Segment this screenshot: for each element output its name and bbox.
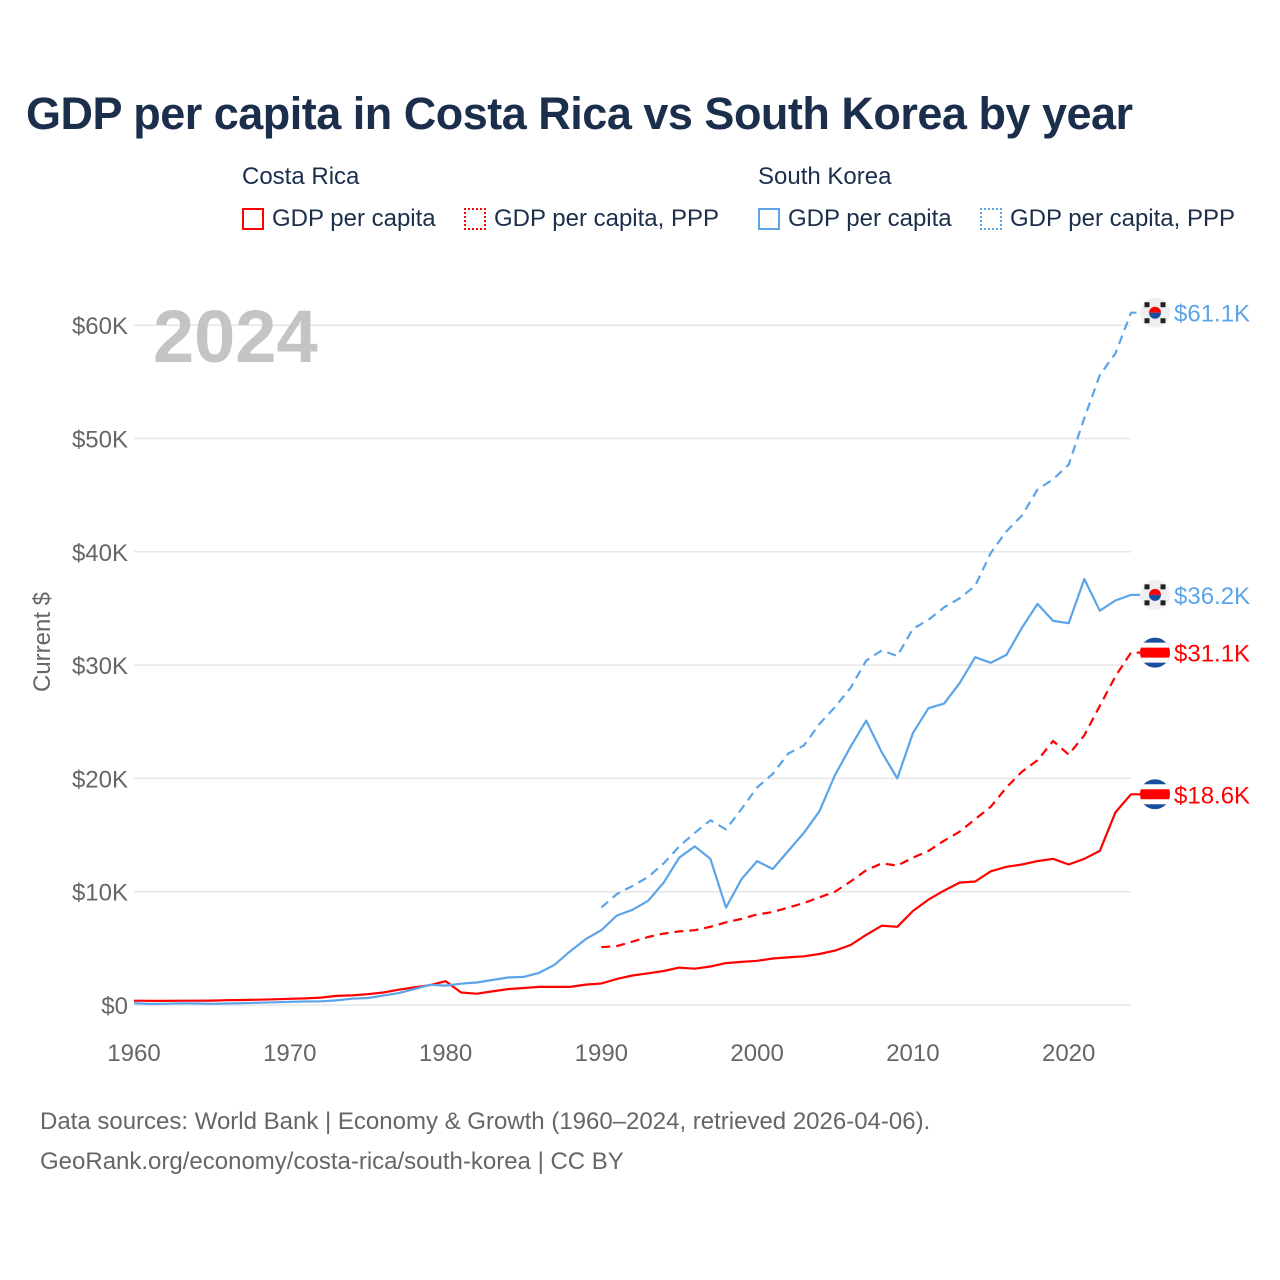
flag-trigram bbox=[1144, 584, 1150, 590]
flag-taegeuk-blue bbox=[1149, 594, 1161, 601]
flag-taegeuk-red bbox=[1149, 306, 1161, 313]
x-tick-label: 1960 bbox=[107, 1040, 160, 1067]
south-korea-flag-icon bbox=[1140, 297, 1170, 328]
legend-group-south-korea: South Korea bbox=[758, 163, 892, 190]
legend-group-costa-rica: Costa Rica bbox=[242, 163, 360, 190]
x-tick-label: 1990 bbox=[575, 1040, 628, 1067]
flag-trigram bbox=[1144, 302, 1150, 308]
footer-sources: Data sources: World Bank | Economy & Gro… bbox=[40, 1108, 931, 1135]
legend-label: GDP per capita bbox=[272, 205, 436, 232]
costa-rica-flag-icon bbox=[1140, 779, 1170, 810]
legend-item-kr-ppp[interactable]: GDP per capita, PPP bbox=[980, 205, 1235, 233]
legend-item-cr-gdp[interactable]: GDP per capita bbox=[242, 205, 436, 233]
end-value-label: $18.6K bbox=[1174, 782, 1250, 809]
legend-label: GDP per capita, PPP bbox=[494, 205, 719, 232]
legend-label: GDP per capita bbox=[788, 205, 952, 232]
flag-trigram bbox=[1160, 302, 1166, 308]
legend-swatch-dotted bbox=[980, 208, 1002, 230]
costa-rica-flag-icon bbox=[1140, 637, 1170, 668]
legend-label: GDP per capita, PPP bbox=[1010, 205, 1235, 232]
flag-stripes bbox=[1140, 779, 1170, 810]
end-value-label: $31.1K bbox=[1174, 641, 1250, 668]
flag-taegeuk-red bbox=[1149, 588, 1161, 595]
footer-link[interactable]: GeoRank.org/economy/costa-rica/south-kor… bbox=[40, 1148, 624, 1175]
x-tick-label: 1980 bbox=[419, 1040, 472, 1067]
series-line-south-korea-gdp-per-capita-ppp bbox=[600, 311, 1140, 909]
flag-trigram bbox=[1160, 584, 1166, 590]
flag-taegeuk-blue bbox=[1149, 312, 1161, 319]
series-line-south-korea-gdp-per-capita bbox=[133, 577, 1140, 1006]
year-watermark: 2024 bbox=[153, 295, 318, 378]
x-tick-label: 1970 bbox=[263, 1040, 316, 1067]
chart-title: GDP per capita in Costa Rica vs South Ko… bbox=[26, 88, 1133, 139]
y-tick-label: $20K bbox=[72, 766, 128, 793]
series-line-costa-rica-gdp-per-capita bbox=[133, 793, 1140, 1003]
end-value-label: $61.1K bbox=[1174, 301, 1250, 328]
y-tick-label: $40K bbox=[72, 540, 128, 567]
flag-trigram bbox=[1160, 318, 1166, 324]
y-tick-label: $30K bbox=[72, 653, 128, 680]
south-korea-flag-icon bbox=[1140, 579, 1170, 610]
x-tick-label: 2000 bbox=[730, 1040, 783, 1067]
legend-item-cr-ppp[interactable]: GDP per capita, PPP bbox=[464, 205, 719, 233]
flag-trigram bbox=[1144, 600, 1150, 606]
legend-item-kr-gdp[interactable]: GDP per capita bbox=[758, 205, 952, 233]
y-tick-label: $0 bbox=[101, 993, 128, 1020]
x-tick-label: 2010 bbox=[886, 1040, 939, 1067]
legend-swatch-solid bbox=[242, 208, 264, 230]
legend-swatch-solid bbox=[758, 208, 780, 230]
x-tick-label: 2020 bbox=[1042, 1040, 1095, 1067]
series-line-costa-rica-gdp-per-capita-ppp bbox=[601, 651, 1140, 949]
legend-swatch-dotted bbox=[464, 208, 486, 230]
y-axis-label: Current $ bbox=[29, 592, 56, 692]
y-tick-label: $50K bbox=[72, 427, 128, 454]
y-tick-label: $10K bbox=[72, 880, 128, 907]
flag-red bbox=[1140, 647, 1170, 658]
flag-stripes bbox=[1140, 637, 1170, 668]
flag-red bbox=[1140, 789, 1170, 800]
flag-trigram bbox=[1160, 600, 1166, 606]
flag-trigram bbox=[1144, 318, 1150, 324]
end-value-label: $36.2K bbox=[1174, 583, 1250, 610]
y-tick-label: $60K bbox=[72, 313, 128, 340]
